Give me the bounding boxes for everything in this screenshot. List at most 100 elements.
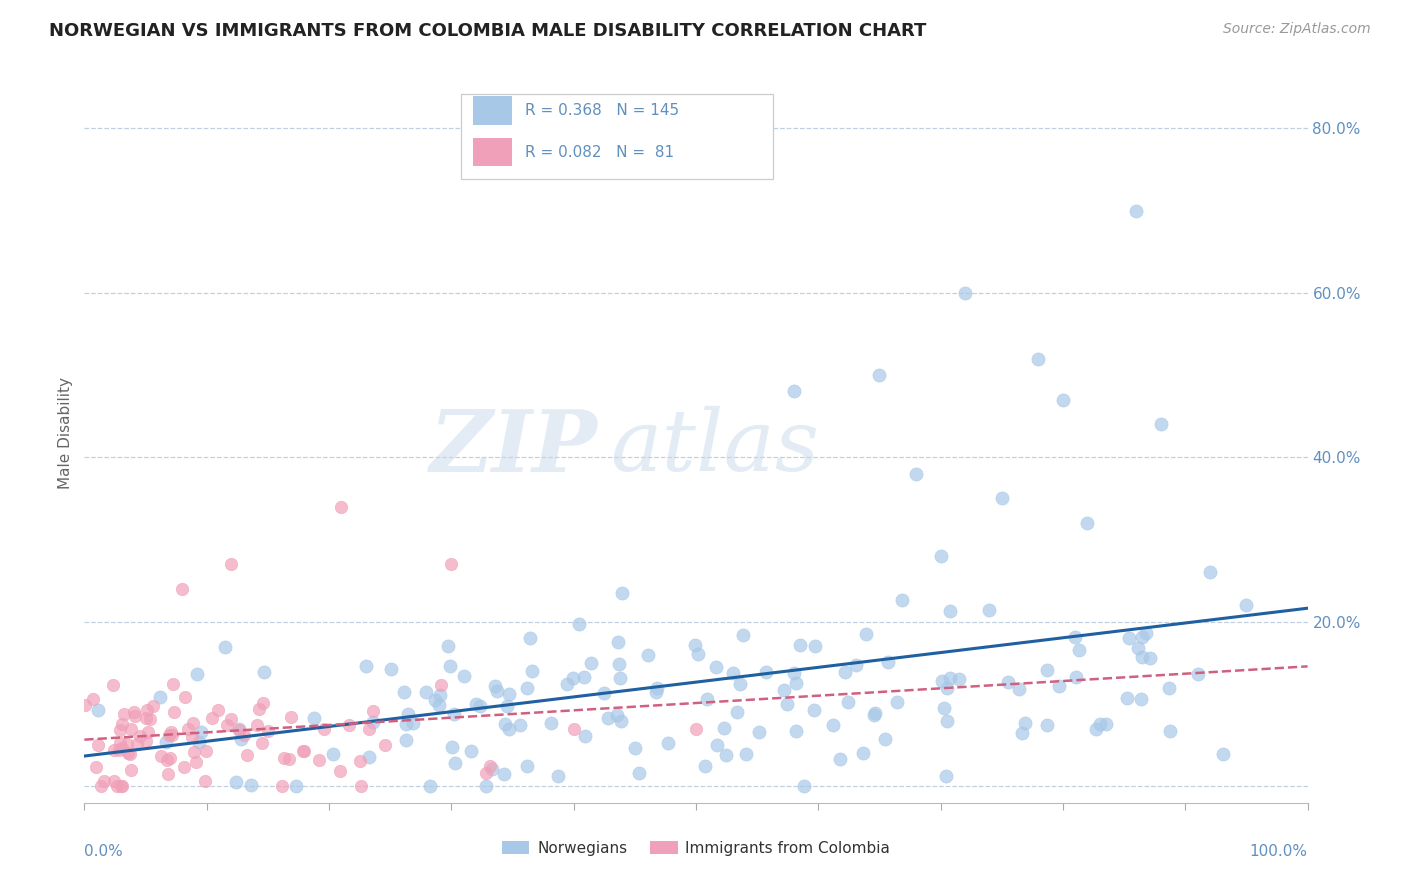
Point: [695, 759, 717, 773]
Point: [103, 774, 125, 789]
Point: [329, 764, 352, 778]
Point: [359, 749, 381, 764]
Point: [953, 285, 976, 300]
Point: [361, 714, 384, 729]
Point: [863, 707, 886, 722]
Point: [395, 732, 418, 747]
Point: [115, 737, 138, 751]
Point: [725, 705, 748, 719]
Point: [142, 698, 165, 713]
Point: [177, 723, 200, 737]
Point: [783, 665, 806, 680]
Point: [183, 745, 205, 759]
Point: [111, 717, 134, 731]
Point: [111, 780, 134, 794]
Point: [721, 665, 744, 680]
Point: [122, 705, 145, 719]
Point: [1085, 722, 1108, 736]
Point: [354, 658, 377, 673]
Point: [657, 736, 679, 750]
Point: [75, 698, 97, 713]
Point: [108, 743, 131, 757]
Point: [713, 721, 735, 735]
Point: [498, 687, 520, 701]
Point: [1008, 681, 1031, 696]
Point: [157, 728, 180, 742]
Point: [252, 736, 274, 750]
Point: [163, 705, 186, 719]
Point: [468, 698, 491, 713]
Point: [479, 758, 502, 772]
Point: [1130, 692, 1153, 706]
Point: [931, 673, 953, 688]
Point: [934, 701, 956, 715]
Point: [349, 754, 371, 768]
Point: [443, 707, 465, 722]
Point: [162, 677, 184, 691]
Point: [610, 586, 633, 600]
Point: [561, 671, 583, 685]
Point: [135, 711, 157, 725]
Point: [1126, 641, 1149, 656]
Point: [423, 693, 446, 707]
Point: [845, 657, 868, 672]
Point: [402, 716, 425, 731]
Point: [322, 747, 344, 762]
Point: [728, 677, 751, 691]
Point: [207, 703, 229, 717]
FancyBboxPatch shape: [461, 94, 773, 178]
Point: [785, 676, 807, 690]
Point: [396, 707, 419, 722]
Point: [628, 766, 651, 780]
Point: [120, 764, 142, 778]
Point: [1157, 681, 1180, 695]
Point: [271, 780, 294, 794]
Point: [229, 731, 252, 746]
Text: R = 0.082   N =  81: R = 0.082 N = 81: [524, 145, 673, 160]
Point: [592, 686, 614, 700]
Point: [475, 766, 498, 780]
Point: [302, 711, 325, 725]
Point: [394, 685, 416, 699]
Point: [108, 723, 131, 738]
Point: [869, 368, 891, 382]
Point: [180, 730, 202, 744]
Point: [834, 665, 856, 680]
Point: [939, 671, 962, 685]
Point: [776, 698, 799, 712]
Point: [785, 724, 807, 739]
Point: [637, 648, 659, 662]
Point: [337, 718, 360, 732]
Point: [876, 655, 898, 669]
Point: [82, 692, 104, 706]
Point: [1116, 691, 1139, 706]
Point: [686, 647, 709, 661]
Point: [201, 711, 224, 725]
Point: [174, 690, 197, 705]
Point: [481, 762, 503, 776]
Point: [118, 747, 141, 761]
Point: [516, 681, 538, 695]
Point: [108, 736, 131, 750]
Point: [733, 628, 755, 642]
Point: [149, 690, 172, 705]
Point: [127, 737, 149, 751]
Point: [485, 683, 508, 698]
Point: [484, 679, 506, 693]
Point: [929, 549, 952, 563]
Point: [1036, 664, 1059, 678]
Point: [172, 582, 194, 596]
Point: [359, 722, 381, 736]
Point: [186, 666, 208, 681]
Point: [704, 660, 727, 674]
Point: [190, 725, 212, 739]
Point: [935, 714, 957, 728]
Point: [374, 738, 396, 752]
Point: [1150, 417, 1173, 432]
Point: [1014, 715, 1036, 730]
Point: [773, 682, 796, 697]
Point: [520, 664, 543, 678]
Point: [1094, 716, 1116, 731]
Point: [474, 780, 496, 794]
Point: [103, 743, 125, 757]
